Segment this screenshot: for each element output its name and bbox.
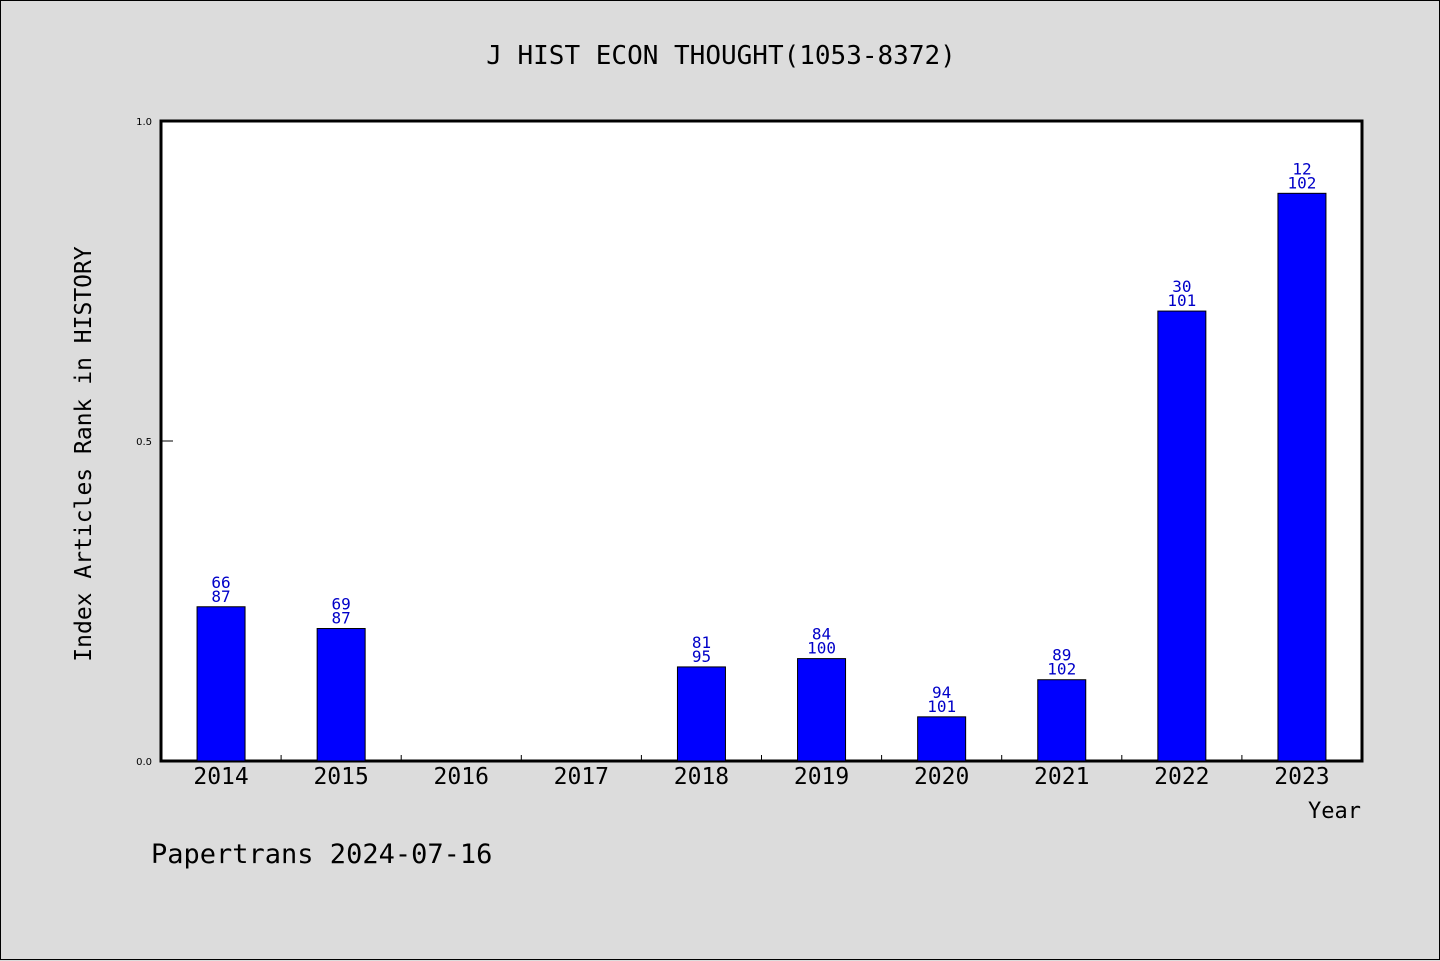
bar-2014 bbox=[197, 607, 245, 761]
x-tick-label-2015: 2015 bbox=[313, 764, 368, 790]
footer-credit: Papertrans 2024-07-16 bbox=[151, 839, 492, 870]
y-tick-label: 1.0 bbox=[136, 117, 152, 128]
x-tick-label-2018: 2018 bbox=[674, 764, 729, 790]
x-axis-label: Year bbox=[1308, 799, 1361, 824]
x-tick-label-2014: 2014 bbox=[193, 764, 248, 790]
data-label-total-2019: 100 bbox=[807, 639, 836, 658]
x-tick-label-2021: 2021 bbox=[1034, 764, 1089, 790]
data-label-total-2020: 101 bbox=[927, 697, 956, 716]
x-tick-label-2022: 2022 bbox=[1154, 764, 1209, 790]
x-tick-label-2017: 2017 bbox=[554, 764, 609, 790]
data-label-total-2023: 102 bbox=[1287, 173, 1316, 192]
bar-2021 bbox=[1038, 680, 1086, 761]
data-label-total-2015: 87 bbox=[332, 609, 351, 628]
bar-2018 bbox=[677, 667, 725, 761]
data-label-total-2014: 87 bbox=[211, 587, 230, 606]
bar-2015 bbox=[317, 629, 365, 761]
y-tick-label: 0.0 bbox=[136, 757, 152, 768]
bar-2020 bbox=[918, 717, 966, 761]
data-label-total-2022: 101 bbox=[1167, 291, 1196, 310]
bar-2023 bbox=[1278, 193, 1326, 761]
bar-2022 bbox=[1158, 311, 1206, 761]
x-tick-label-2023: 2023 bbox=[1274, 764, 1329, 790]
chart-title: J HIST ECON THOUGHT(1053-8372) bbox=[486, 41, 956, 71]
y-tick-label: 0.5 bbox=[136, 437, 152, 448]
bar-2019 bbox=[798, 659, 846, 761]
x-tick-label-2019: 2019 bbox=[794, 764, 849, 790]
data-label-total-2018: 95 bbox=[692, 647, 711, 666]
data-label-total-2021: 102 bbox=[1047, 660, 1076, 679]
x-tick-label-2020: 2020 bbox=[914, 764, 969, 790]
x-tick-label-2016: 2016 bbox=[434, 764, 489, 790]
y-axis-label: Index Articles Rank in HISTORY bbox=[71, 246, 97, 662]
